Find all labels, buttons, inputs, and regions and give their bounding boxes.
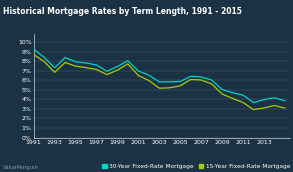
- Text: ValuePenguin: ValuePenguin: [3, 165, 39, 170]
- Text: Historical Mortgage Rates by Term Length, 1991 - 2015: Historical Mortgage Rates by Term Length…: [3, 7, 242, 16]
- Legend: 30-Year Fixed-Rate Mortgage, 15-Year Fixed-Rate Mortgage: 30-Year Fixed-Rate Mortgage, 15-Year Fix…: [102, 164, 290, 169]
